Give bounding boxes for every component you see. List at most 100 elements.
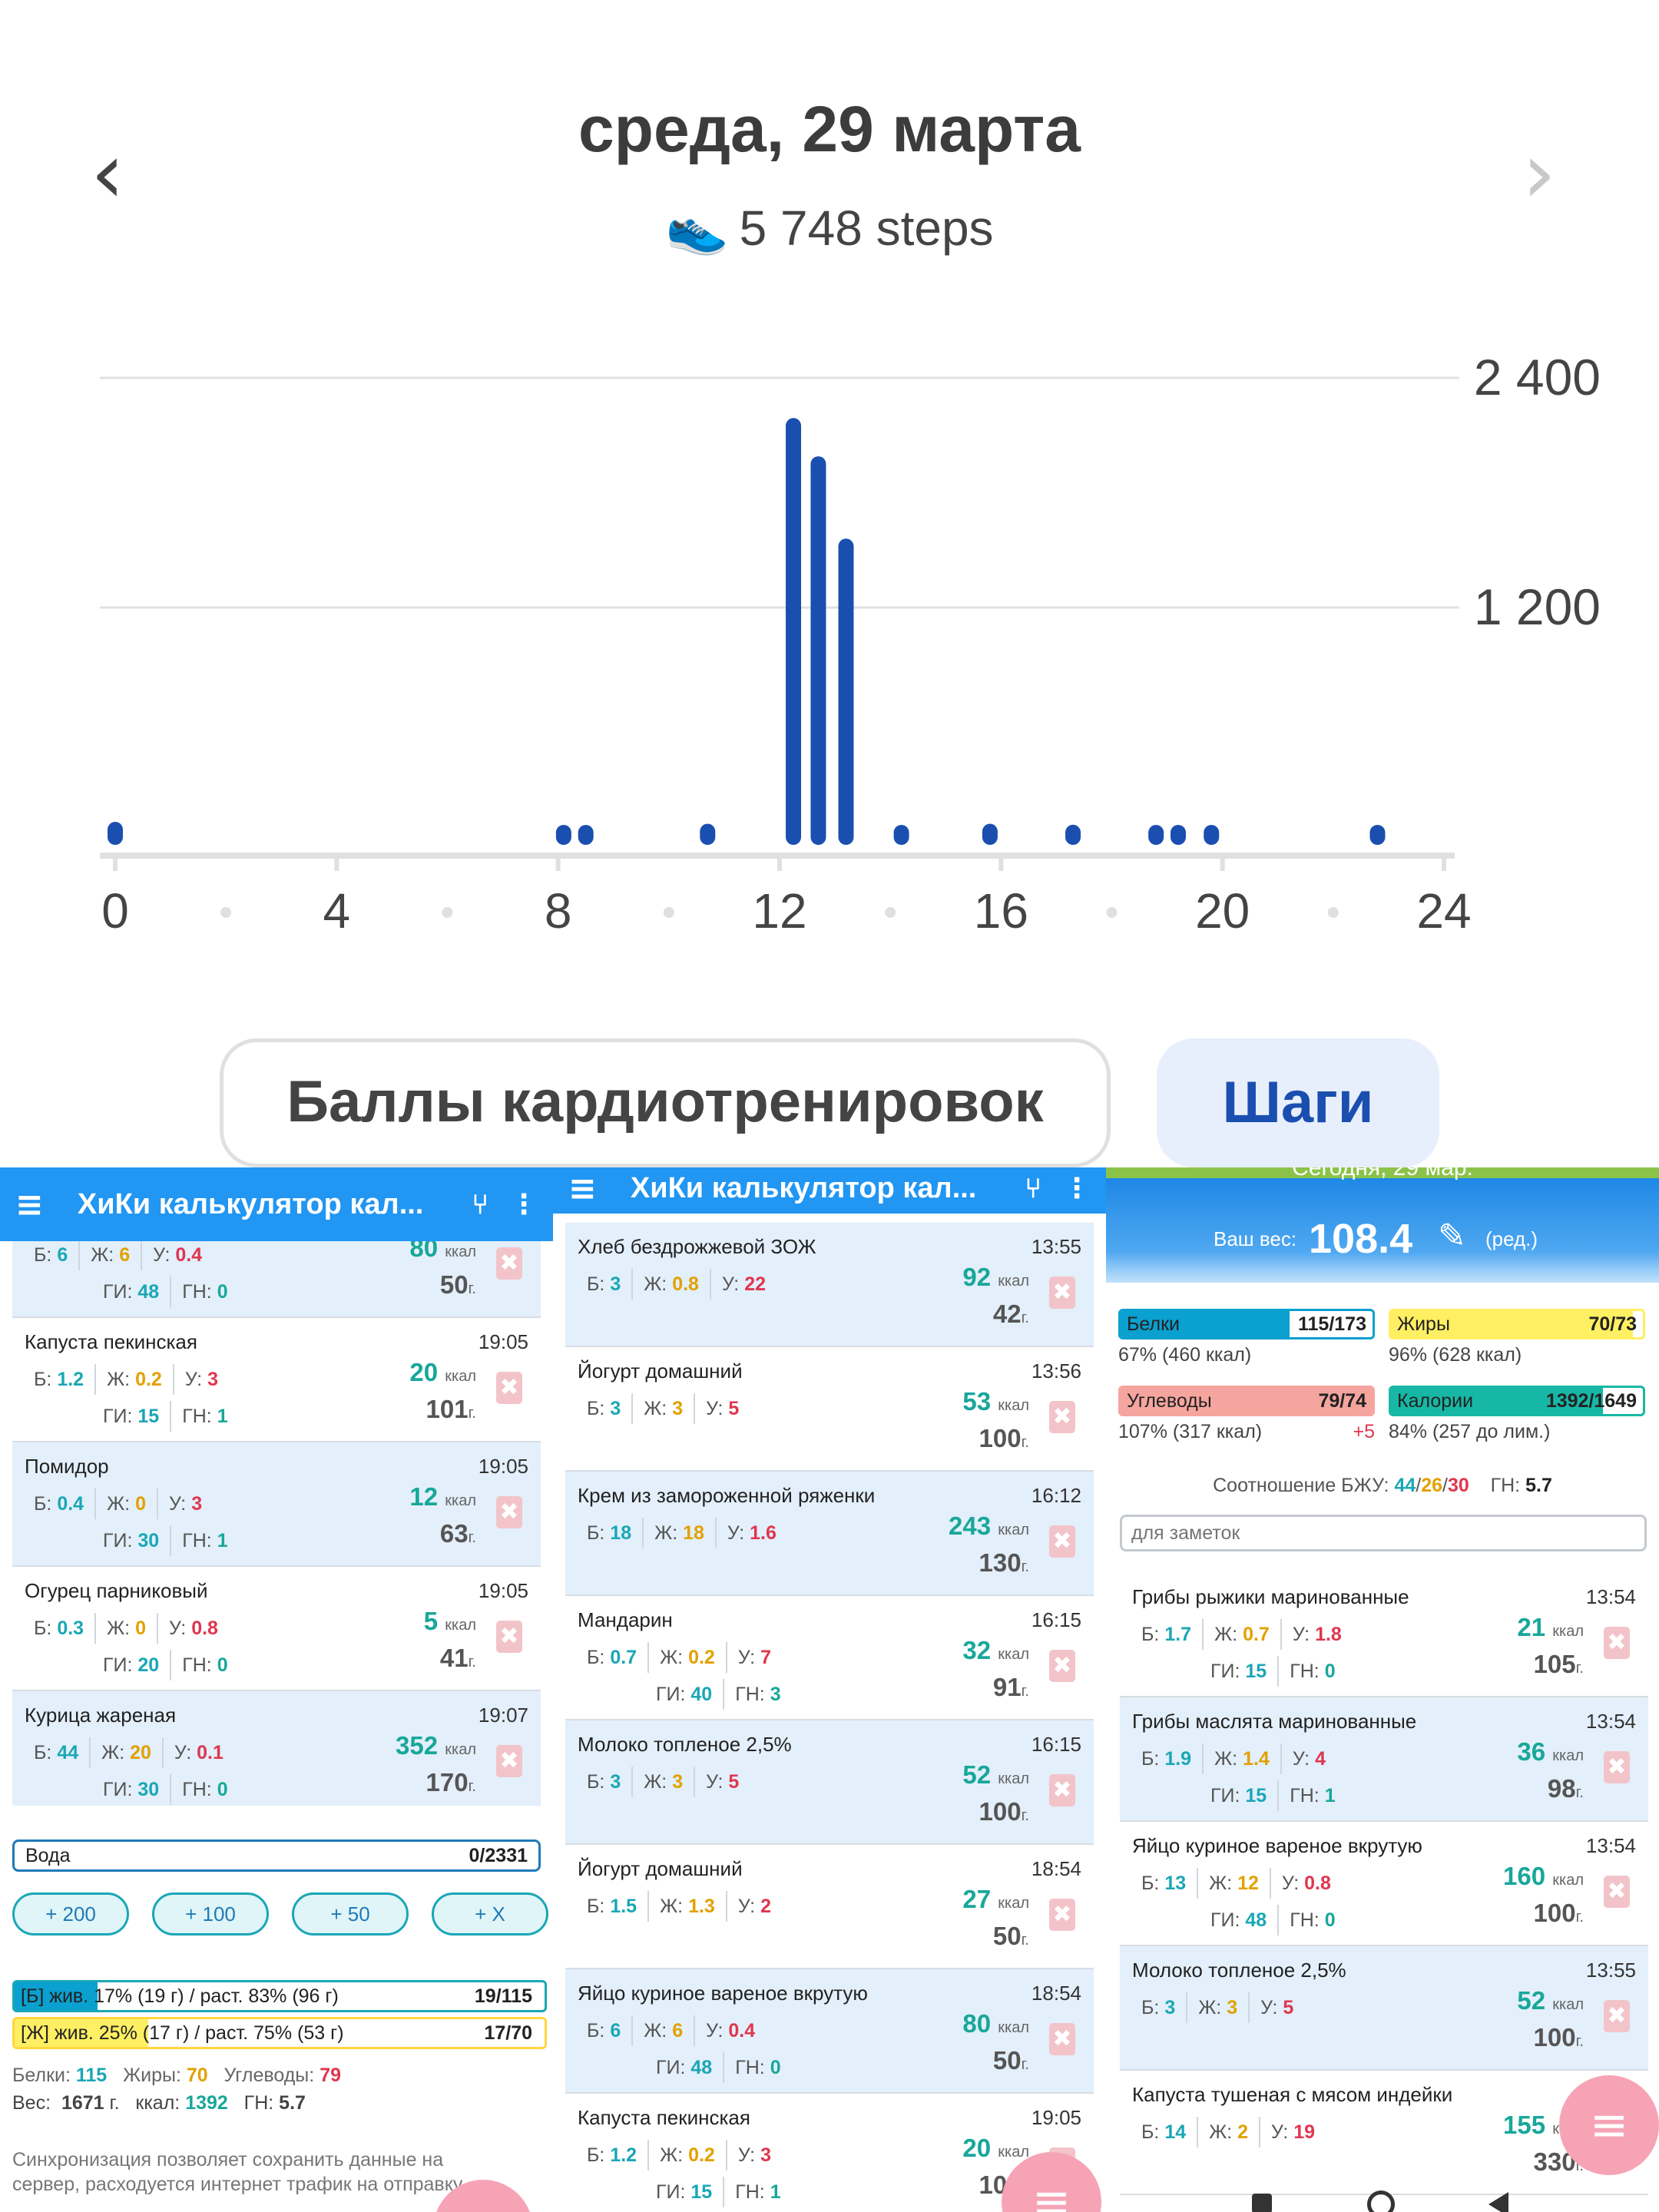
food-entry[interactable]: Огурец парниковый 19:05 Б: 0.3 Ж: 0 У: 0… [12, 1567, 541, 1691]
food-entry[interactable]: Помидор 19:05 Б: 0.4 Ж: 0 У: 3 ГИ: 30 ГН… [12, 1442, 541, 1567]
food-grams: 98г. [1547, 1774, 1584, 1803]
food-grams: 105г. [1533, 1650, 1584, 1678]
delete-icon[interactable]: ✖ [1604, 1751, 1630, 1783]
delete-icon[interactable]: ✖ [1049, 2023, 1075, 2055]
delete-icon[interactable]: ✖ [496, 1496, 522, 1528]
food-name: Капуста пекинская [578, 2106, 750, 2129]
food-time: 19:05 [478, 1330, 528, 1353]
delete-icon[interactable]: ✖ [1049, 1899, 1075, 1931]
edit-pencil-icon[interactable]: ✎ [1438, 1217, 1466, 1256]
total-kcal-label: ккал: [135, 2092, 180, 2114]
food-grams: 41г. [439, 1644, 476, 1672]
macro-bar-value: 79/74 [1318, 1390, 1366, 1412]
food-name: Крем из замороженной ряженки [578, 1484, 876, 1507]
fat-cell: Ж: 20 [91, 1737, 164, 1768]
macro-row: Б: 18 Ж: 18 У: 1.6 [576, 1518, 787, 1548]
food-grams: 91г. [992, 1673, 1029, 1701]
chevron-right-icon[interactable]: › [1522, 124, 1556, 222]
fat-cell: Ж: 0.8 [633, 1269, 711, 1300]
menu-icon[interactable]: ≡ [568, 1168, 597, 1208]
more-icon[interactable]: ⋮ [1063, 1172, 1091, 1204]
carbs-cell: У: 19 [1271, 2121, 1316, 2143]
delete-icon[interactable]: ✖ [496, 1745, 522, 1777]
food-time: 19:05 [478, 1455, 528, 1478]
home-icon[interactable] [1367, 2190, 1395, 2212]
food-entry[interactable]: Курица жареная 19:07 Б: 44 Ж: 20 У: 0.1 … [12, 1691, 541, 1806]
delete-icon[interactable]: ✖ [1604, 2000, 1630, 2032]
carbs-cell: У: 0.1 [174, 1742, 224, 1763]
food-kcal: 52 ккал [962, 1760, 1029, 1789]
food-time: 13:54 [1585, 1585, 1636, 1608]
delete-icon[interactable]: ✖ [1049, 1650, 1075, 1682]
food-entry[interactable]: Грибы рыжики маринованные 13:54 Б: 1.7 Ж… [1120, 1573, 1648, 1697]
food-entry[interactable]: Йогурт домашний 18:54 Б: 1.5 Ж: 1.3 У: 2… [565, 1845, 1094, 1969]
protein-bar-text: 17% (19 г) / раст. 83% (96 г) [88, 1985, 339, 2007]
food-kcal: 80 ккал [409, 1241, 476, 1262]
food-entry[interactable]: Яйцо куриное вареное вкрутую 13:54 Б: 13… [1120, 1822, 1648, 1946]
share-icon[interactable]: ⑂ [472, 1188, 488, 1220]
food-entry[interactable]: Молоко топленое 2,5% 16:15 Б: 3 Ж: 3 У: … [565, 1720, 1094, 1845]
recents-icon[interactable] [1252, 2194, 1272, 2212]
fat-cell: Ж: 3 [633, 1767, 696, 1797]
tab-steps[interactable]: Шаги [1157, 1038, 1439, 1167]
food-kcal: 53 ккал [962, 1387, 1029, 1416]
food-list: Хлеб бездрожжевой ЗОЖ 13:55 Б: 3 Ж: 0.8 … [565, 1223, 1094, 2212]
delete-icon[interactable]: ✖ [1049, 1525, 1075, 1558]
protein-cell: Б: 14 [1131, 2117, 1199, 2147]
fat-cell: Ж: 1.4 [1204, 1743, 1282, 1774]
food-name: Капуста тушеная с мясом индейки [1132, 2083, 1453, 2106]
delete-icon[interactable]: ✖ [1604, 1876, 1630, 1908]
food-grams: 101г. [426, 1395, 476, 1423]
gn-cell: ГН: 3 [735, 1684, 781, 1705]
system-nav-bar [1106, 2190, 1659, 2212]
weight-edit-link[interactable]: (ред.) [1485, 1227, 1538, 1250]
delete-icon[interactable]: ✖ [1049, 1774, 1075, 1806]
delete-icon[interactable]: ✖ [496, 1372, 522, 1404]
carbs-cell: У: 1.6 [727, 1522, 777, 1544]
food-entry[interactable]: Капуста пекинская 19:05 Б: 1.2 Ж: 0.2 У:… [12, 1318, 541, 1442]
chevron-left-icon[interactable]: ‹ [91, 124, 124, 222]
food-entry[interactable]: Яйцо куриное вареное вкрутую 18:54 Б: 6 … [565, 1969, 1094, 2094]
delete-icon[interactable]: ✖ [1049, 1401, 1075, 1433]
fat-cell: Ж: 1.3 [649, 1891, 727, 1922]
delete-icon[interactable]: ✖ [1049, 1277, 1075, 1309]
food-entry[interactable]: Грибы маслята маринованные 13:54 Б: 1.9 … [1120, 1697, 1648, 1822]
food-entry[interactable]: Мандарин 16:15 Б: 0.7 Ж: 0.2 У: 7 ГИ: 40… [565, 1596, 1094, 1720]
protein-cell: Б: 3 [576, 1393, 634, 1424]
delete-icon[interactable]: ✖ [496, 1247, 522, 1280]
fat-cell: Ж: 0 [96, 1613, 158, 1644]
total-fat: 70 [186, 2065, 208, 2086]
water-value: 0/2331 [469, 1845, 528, 1866]
food-entry[interactable]: Крем из замороженной ряженки 16:12 Б: 18… [565, 1472, 1094, 1596]
water-add-button[interactable]: + X [432, 1892, 548, 1936]
delete-icon[interactable]: ✖ [1604, 1627, 1630, 1659]
food-kcal: 52 ккал [1517, 1986, 1584, 2015]
food-time: 13:55 [1585, 1959, 1636, 1982]
more-icon[interactable]: ⋮ [510, 1188, 538, 1220]
tab-cardio-points[interactable]: Баллы кардиотренировок [220, 1038, 1111, 1167]
water-add-button[interactable]: + 50 [292, 1892, 409, 1936]
total-gn: 5.7 [279, 2092, 306, 2114]
delete-icon[interactable]: ✖ [496, 1621, 522, 1653]
food-entry[interactable]: Йогурт домашний 13:56 Б: 3 Ж: 3 У: 5 53 … [565, 1347, 1094, 1472]
protein-cell: Б: 0.3 [23, 1613, 97, 1644]
food-grams: 100г. [979, 1424, 1029, 1452]
food-time: 19:07 [478, 1704, 528, 1727]
protein-cell: Б: 13 [1131, 1868, 1199, 1899]
food-grams: 63г. [439, 1519, 476, 1548]
macro-row: Б: 3 Ж: 3 У: 5 [1131, 1992, 1304, 2023]
notes-input[interactable] [1120, 1515, 1647, 1551]
water-add-button[interactable]: + 100 [152, 1892, 269, 1936]
food-kcal: 27 ккал [962, 1885, 1029, 1913]
back-icon[interactable] [1488, 2192, 1508, 2212]
food-entry[interactable]: Б: 6 Ж: 6 У: 0.4 ГИ: 48 ГН: 0 80 ккал 50… [12, 1241, 541, 1318]
food-entry[interactable]: Молоко топленое 2,5% 13:55 Б: 3 Ж: 3 У: … [1120, 1946, 1648, 2071]
steps-summary: 👟 5 748 steps [0, 198, 1659, 258]
water-add-button[interactable]: + 200 [12, 1892, 129, 1936]
index-row: ГИ: 30 ГН: 1 [92, 1525, 239, 1556]
share-icon[interactable]: ⑂ [1025, 1172, 1041, 1204]
food-entry[interactable]: Хлеб бездрожжевой ЗОЖ 13:55 Б: 3 Ж: 0.8 … [565, 1223, 1094, 1347]
food-grams: 170г. [426, 1768, 476, 1796]
add-food-fab[interactable]: ≡ [1559, 2075, 1659, 2175]
menu-icon[interactable]: ≡ [15, 1184, 44, 1224]
